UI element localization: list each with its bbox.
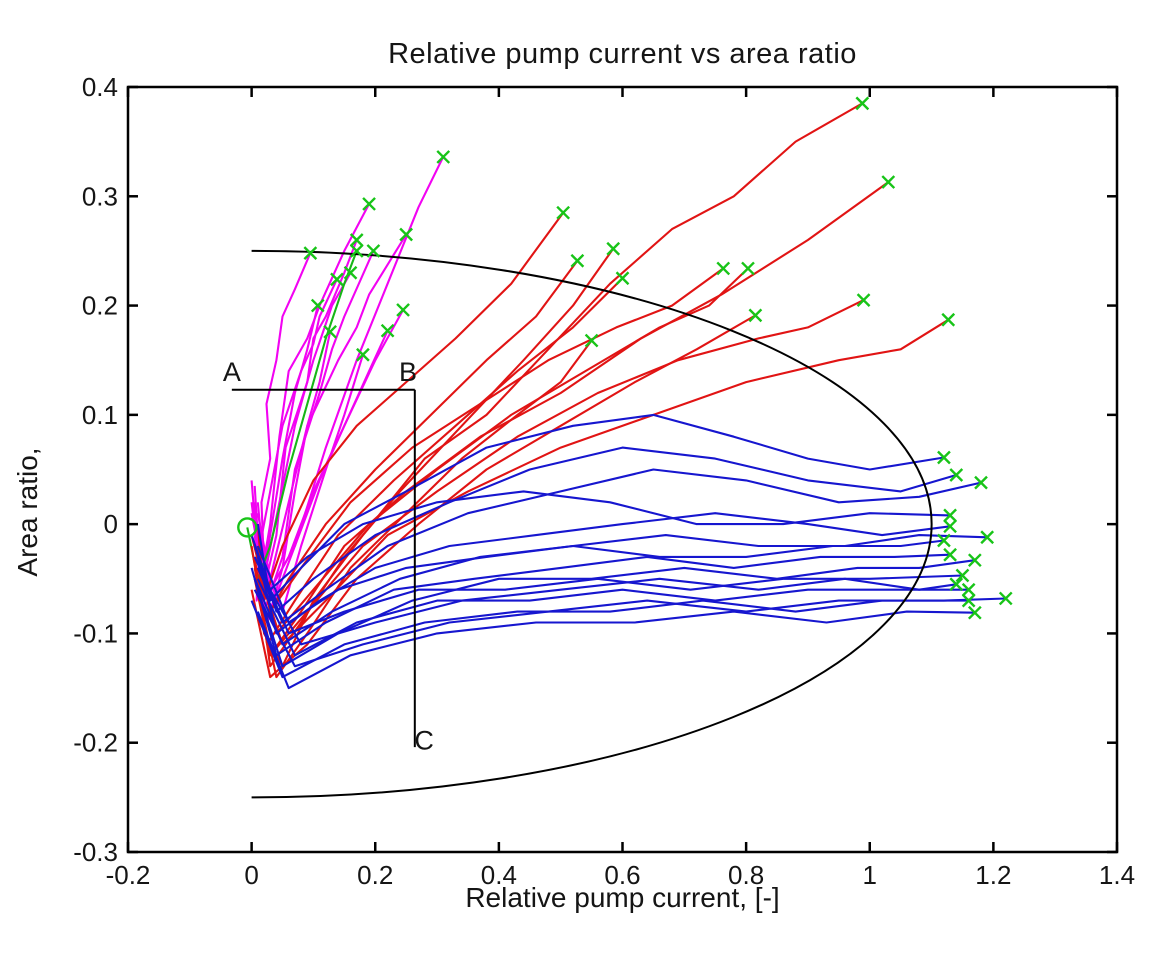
end-marker-x: [362, 197, 376, 211]
y-tick-label: -0.3: [73, 837, 118, 867]
horizontal-group-trajectory: [256, 468, 982, 624]
chart-title: Relative pump current vs area ratio: [388, 38, 857, 70]
end-marker-x: [881, 175, 896, 189]
x-tick-label: 0.4: [481, 860, 517, 890]
horizontal-group-trajectory: [256, 610, 975, 690]
end-marker-x: [356, 347, 370, 362]
y-tick-label: 0.4: [82, 72, 118, 102]
end-marker-x: [399, 227, 414, 242]
diagonal-group-trajectory: [256, 318, 949, 646]
end-marker-x: [436, 150, 451, 164]
end-marker-x: [310, 298, 325, 313]
end-marker-x: [343, 265, 358, 280]
horizontal-group-trajectory: [256, 539, 945, 624]
y-tick-label: 0: [104, 509, 118, 539]
horizontal-group-trajectory: [250, 597, 1006, 679]
end-marker-x: [943, 508, 957, 523]
end-marker-x: [974, 475, 988, 490]
x-tick-label: 1.2: [975, 860, 1011, 890]
end-marker-x: [570, 253, 585, 268]
x-tick-label: -0.2: [106, 860, 151, 890]
region-label-C: C: [414, 726, 434, 756]
end-marker-x: [855, 96, 870, 111]
end-marker-x: [967, 553, 982, 568]
region-label-A: A: [223, 357, 241, 387]
end-marker-x: [606, 241, 621, 256]
end-marker-x: [943, 519, 957, 534]
end-marker-x: [748, 308, 763, 323]
horizontal-group-trajectory: [253, 446, 957, 613]
end-marker-x: [323, 324, 337, 339]
start-marker-circle: [237, 517, 258, 538]
horizontal-group-trajectory: [253, 556, 963, 635]
y-tick-label: -0.2: [73, 728, 118, 758]
y-tick-label: -0.1: [73, 618, 118, 648]
end-marker-x: [396, 303, 410, 317]
horizontal-group-trajectory: [256, 578, 969, 657]
end-marker-x: [943, 547, 957, 562]
end-marker-x: [366, 244, 381, 258]
end-marker-x: [949, 468, 964, 482]
end-marker-x: [998, 591, 1013, 606]
end-marker-x: [380, 323, 395, 338]
end-marker-x: [949, 577, 964, 592]
end-marker-x: [955, 568, 970, 583]
horizontal-group-trajectory: [253, 589, 969, 668]
diagonal-group-trajectory: [256, 267, 749, 635]
y-tick-label: 0.3: [82, 181, 118, 211]
end-marker-x: [303, 246, 318, 260]
diagonal-group-trajectory: [250, 314, 756, 679]
end-marker-x: [349, 244, 364, 258]
end-marker-x: [980, 530, 995, 545]
horizontal-group-trajectory: [256, 559, 975, 668]
x-tick-label: 1: [863, 860, 877, 890]
x-tick-label: 0: [244, 860, 258, 890]
end-marker-x: [856, 293, 871, 307]
end-marker-x: [556, 205, 571, 220]
x-tick-label: 0.6: [604, 860, 640, 890]
end-marker-x: [330, 272, 344, 287]
end-marker-x: [961, 593, 976, 608]
x-tick-label: 1.4: [1099, 860, 1135, 890]
horizontal-group-trajectory: [250, 553, 951, 657]
y-tick-label: 0.1: [82, 400, 118, 430]
x-tick-label: 0.8: [728, 860, 764, 890]
steep-group-trajectory: [253, 250, 375, 613]
diagonal-group-trajectory: [250, 267, 724, 613]
end-marker-x: [716, 261, 731, 276]
x-tick-label: 0.2: [357, 860, 393, 890]
x-axis-label: Relative pump current, [-]: [465, 882, 780, 913]
end-marker-x: [615, 271, 630, 286]
diagonal-group-trajectory: [256, 212, 565, 602]
end-marker-x: [937, 533, 951, 548]
end-marker-x: [961, 582, 976, 597]
diagonal-group-trajectory: [253, 299, 865, 657]
horizontal-group-trajectory: [256, 567, 957, 646]
steep-group-trajectory: [256, 233, 408, 580]
y-tick-label: 0.2: [82, 291, 118, 321]
horizontal-group-trajectory: [256, 413, 945, 602]
end-marker-x: [584, 333, 599, 348]
end-marker-x: [741, 261, 755, 276]
end-marker-x: [967, 605, 982, 620]
end-marker-x: [349, 233, 364, 247]
end-marker-x: [941, 312, 956, 327]
region-label-B: B: [399, 357, 417, 387]
envelope-curve: [251, 249, 933, 799]
end-marker-x: [937, 450, 951, 465]
horizontal-group-trajectory: [250, 490, 951, 591]
